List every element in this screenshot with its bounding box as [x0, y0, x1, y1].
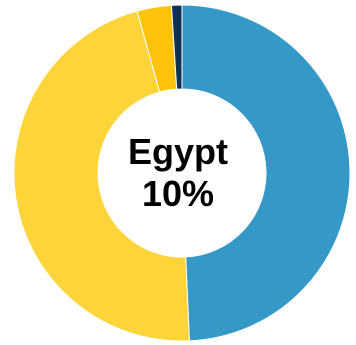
donut-slice-4: [170, 4, 183, 90]
donut-slice-2: [13, 10, 190, 342]
donut-slice-1: [181, 4, 351, 342]
